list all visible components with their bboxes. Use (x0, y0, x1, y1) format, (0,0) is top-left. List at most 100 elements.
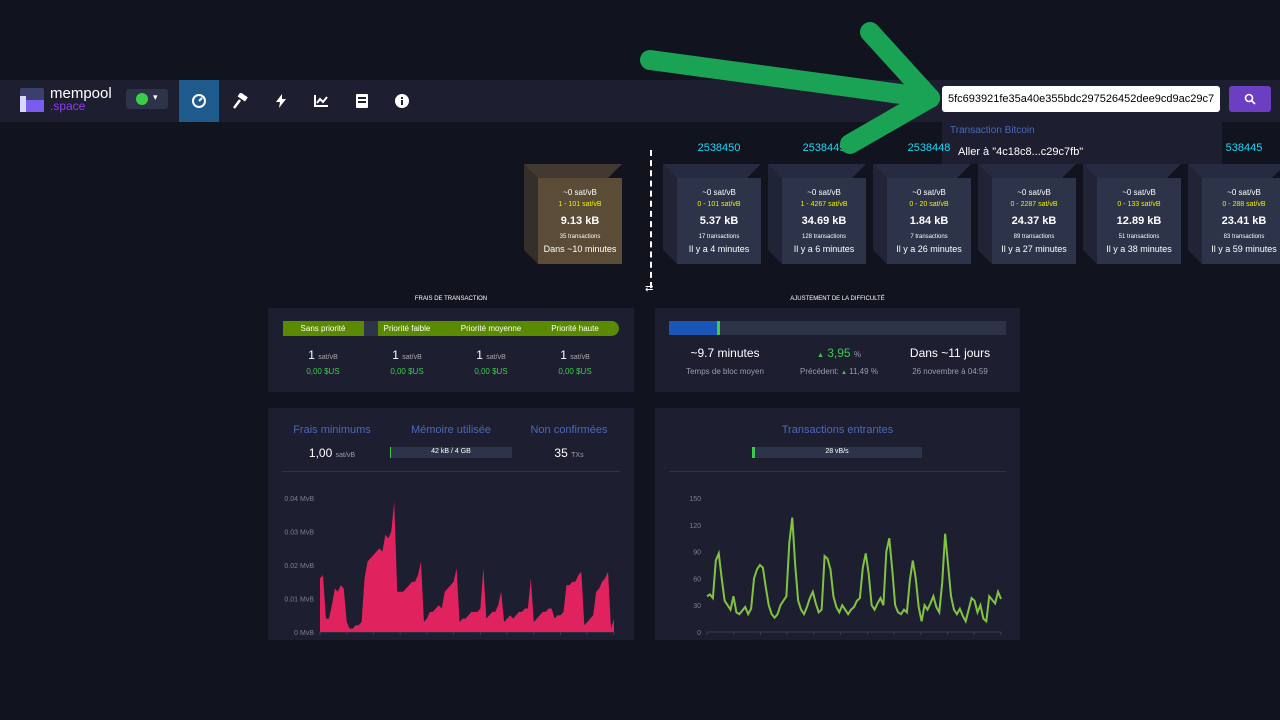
chart-icon (314, 95, 328, 107)
previous-change: Précédent: ▲ 11,49 % (800, 367, 878, 376)
nav-lightning[interactable] (261, 80, 301, 122)
block-size: 34.69 kB (801, 215, 847, 227)
block-size: 23.41 kB (1221, 215, 1267, 227)
difficulty-progress-track (669, 321, 1006, 335)
block-fee: ~0 sat/vB (563, 188, 597, 197)
fee-value: 1 sat/vB (392, 348, 422, 362)
block-range: 0 - 101 sat/vB (697, 201, 741, 208)
block-range: 0 - 2287 sat/vB (1010, 201, 1058, 208)
block-fee: ~0 sat/vB (912, 188, 946, 197)
info-icon (395, 94, 409, 108)
search-input[interactable] (942, 86, 1220, 112)
fee-value: 1 sat/vB (308, 348, 338, 362)
unconfirmed-label: Non confirmées (530, 424, 608, 436)
memory-bar-fill (390, 447, 392, 458)
chevron-down-icon: ▾ (153, 92, 158, 102)
block-fee: ~0 sat/vB (807, 188, 841, 197)
block-txs: 89 transactions (1013, 234, 1055, 240)
block-time-value: ~9.7 minutes (690, 346, 760, 360)
block-fee: ~0 sat/vB (1122, 188, 1156, 197)
block-size: 12.89 kB (1116, 215, 1162, 227)
block-txs: 83 transactions (1223, 234, 1265, 240)
fee-value: 1 sat/vB (560, 348, 590, 362)
block-fee: ~0 sat/vB (1227, 188, 1261, 197)
mempool-size-chart[interactable]: 0.04 MvB 0.03 MvB 0.02 MvB 0.01 MvB 0 MvB (268, 480, 634, 640)
block-ago: Il y a 26 minutes (896, 244, 962, 254)
logo-text[interactable]: mempool (50, 85, 112, 102)
min-fee-value: 1,00 sat/vB (308, 446, 356, 460)
block-txs: 51 transactions (1118, 234, 1160, 240)
dropdown-header: Transaction Bitcoin (950, 125, 1035, 136)
y-tick-label: 120 (689, 523, 701, 530)
fees-title: FRAIS DE TRANSACTION (414, 296, 488, 302)
search-icon (1244, 93, 1256, 105)
retarget-date: 26 novembre à 04:59 (912, 367, 988, 376)
block-size: 24.37 kB (1011, 215, 1057, 227)
y-tick-label: 0 MvB (294, 630, 314, 637)
block-fee: ~0 sat/vB (702, 188, 736, 197)
y-tick-label: 150 (689, 496, 701, 503)
block-height[interactable]: 2538450 (697, 142, 741, 154)
network-selector[interactable]: ▾ (126, 89, 168, 109)
incoming-tx-chart[interactable]: 150 120 90 60 30 0 (655, 480, 1020, 640)
area-series (320, 501, 614, 632)
fee-label: Priorité haute (551, 324, 599, 333)
y-tick-label: 0.03 MvB (284, 530, 314, 537)
memory-bar: 42 kB / 4 GB (390, 447, 512, 458)
difficulty-title: AJUSTEMENT DE LA DIFFICULTÉ (790, 296, 885, 302)
fee-usd: 0,00 $US (390, 367, 424, 376)
block-txs: 7 transactions (910, 234, 948, 240)
mempool-logo-icon[interactable] (20, 88, 44, 112)
block-size: 9.13 kB (560, 215, 600, 227)
block-height[interactable]: 538445 (1225, 142, 1263, 154)
block-txs: 128 transactions (801, 234, 847, 240)
up-arrow-icon: ▲ (816, 352, 824, 359)
nav-graphs[interactable] (301, 80, 341, 122)
lightning-icon (276, 94, 286, 108)
bitcoin-icon (136, 93, 148, 105)
block-txs: 17 transactions (698, 234, 740, 240)
swap-arrows-icon[interactable]: ⇄ (645, 283, 654, 294)
block-ago: Il y a 4 minutes (688, 244, 750, 254)
hammer-icon (233, 93, 248, 109)
nav-docs[interactable] (342, 80, 382, 122)
incoming-tx-card (655, 408, 1020, 640)
incoming-rate-bar: 28 vB/s (752, 447, 922, 458)
difficulty-change: ▲ 3,95 % (816, 346, 862, 360)
incoming-rate-fill (752, 447, 756, 458)
block-ago: Il y a 59 minutes (1211, 244, 1277, 254)
nav-about[interactable] (382, 80, 422, 122)
search-button[interactable] (1229, 86, 1271, 112)
block-size: 1.84 kB (909, 215, 949, 227)
fee-value: 1 sat/vB (476, 348, 506, 362)
block-range: 0 - 133 sat/vB (1117, 201, 1161, 208)
y-tick-label: 60 (693, 576, 701, 583)
divider (282, 471, 620, 472)
logo-subtext[interactable]: .space (50, 99, 86, 113)
nav-mining[interactable] (220, 80, 260, 122)
block-range: 1 - 101 sat/vB (558, 201, 602, 208)
y-tick-label: 90 (693, 550, 701, 557)
fee-usd: 0,00 $US (306, 367, 340, 376)
nav-dashboard[interactable] (179, 80, 219, 122)
dropdown-item-goto[interactable]: Aller à "4c18c8...c29c7fb" (958, 146, 1084, 158)
block-time-label: Temps de bloc moyen (686, 367, 764, 376)
block-fee: ~0 sat/vB (1017, 188, 1051, 197)
block-height[interactable]: 2538449 (802, 142, 846, 154)
unconfirmed-value: 35 TXs (554, 446, 584, 460)
block-txs: 35 transactions (559, 234, 601, 240)
blockchain-divider (650, 150, 652, 288)
fee-label: Priorité moyenne (460, 324, 522, 333)
fee-usd: 0,00 $US (474, 367, 508, 376)
block-height[interactable]: 2538448 (907, 142, 951, 154)
block-range: 1 - 4267 sat/vB (800, 201, 848, 208)
fees-bar-gap (364, 321, 378, 336)
y-tick-label: 0.02 MvB (284, 563, 314, 570)
block-ago: Il y a 6 minutes (793, 244, 855, 254)
fee-usd: 0,00 $US (558, 367, 592, 376)
search-dropdown (942, 120, 1222, 164)
memory-label: Mémoire utilisée (410, 424, 492, 436)
block-eta: Dans ~10 minutes (543, 244, 617, 254)
difficulty-progress-fill (669, 321, 720, 335)
retarget-eta: Dans ~11 jours (909, 346, 991, 360)
